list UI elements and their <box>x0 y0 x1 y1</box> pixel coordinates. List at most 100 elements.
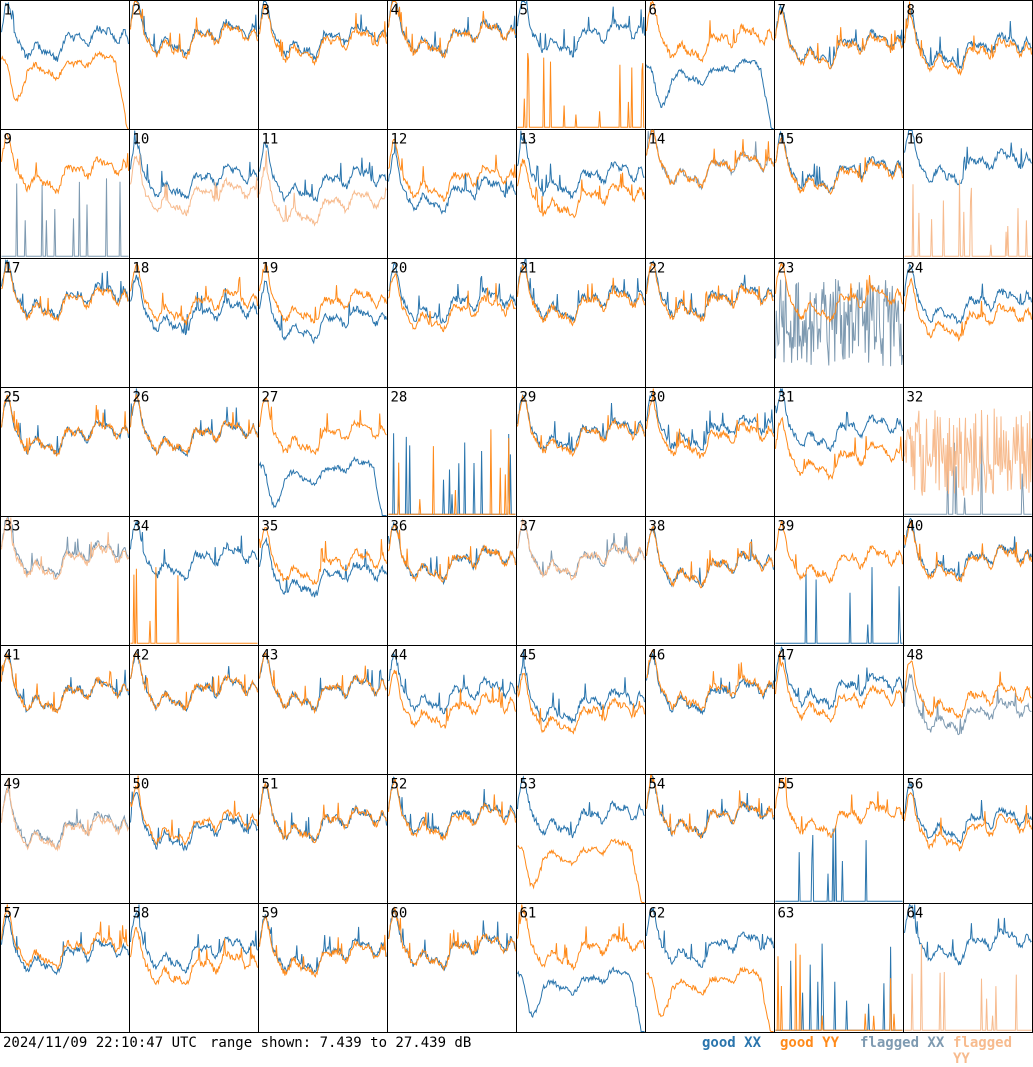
tile-frame <box>516 774 646 904</box>
series-good-xx <box>904 782 1032 845</box>
tile-label: 23 <box>778 261 795 277</box>
series-good-xx <box>259 914 387 975</box>
series-flagged-yy <box>904 408 1032 496</box>
tile-45: 45 <box>516 645 646 775</box>
series-good-yy <box>646 0 774 63</box>
series-good-yy <box>646 129 774 189</box>
series-good-yy <box>130 567 258 644</box>
tile-label: 47 <box>778 648 795 664</box>
tile-13: 13 <box>516 129 646 259</box>
series-good-yy <box>388 669 516 729</box>
tile-label: 31 <box>778 390 795 406</box>
series-good-xx <box>130 791 258 852</box>
series-good-xx <box>775 3 903 70</box>
tile-frame <box>387 774 517 904</box>
tile-29: 29 <box>516 387 646 517</box>
tile-label: 35 <box>262 519 279 535</box>
tile-frame <box>129 645 259 775</box>
series-good-xx <box>388 651 516 715</box>
tile-label: 19 <box>262 261 279 277</box>
legend-good-yy: good YY <box>780 1035 840 1051</box>
tile-label: 11 <box>262 132 279 148</box>
tile-frame <box>516 258 646 388</box>
series-good-xx <box>646 391 774 451</box>
tile-label: 27 <box>262 390 279 406</box>
tile-39: 39 <box>774 516 904 646</box>
tile-frame <box>516 645 646 775</box>
tile-9: 9 <box>0 129 130 259</box>
tile-31: 31 <box>774 387 904 517</box>
tile-55: 55 <box>774 774 904 904</box>
tile-frame <box>0 774 130 904</box>
tile-label: 17 <box>4 261 21 277</box>
tile-frame <box>387 903 517 1033</box>
series-good-xx <box>904 9 1032 70</box>
series-flagged-xx <box>904 673 1032 736</box>
series-good-xx <box>646 907 774 968</box>
tile-frame <box>645 258 775 388</box>
tile-36: 36 <box>387 516 517 646</box>
series-good-yy <box>517 904 645 971</box>
tile-label: 49 <box>4 777 21 793</box>
series-good-xx <box>775 646 903 710</box>
series-good-yy <box>388 522 516 583</box>
tile-frame <box>387 645 517 775</box>
tile-frame <box>903 258 1033 388</box>
series-good-yy <box>259 527 387 585</box>
tile-label: 45 <box>520 648 537 664</box>
tile-frame <box>774 0 904 130</box>
series-good-yy <box>646 525 774 589</box>
series-good-yy <box>517 838 645 903</box>
series-good-yy <box>259 652 387 715</box>
series-good-yy <box>775 137 903 195</box>
tile-frame <box>774 516 904 646</box>
series-good-xx <box>904 903 1032 966</box>
series-good-yy <box>130 651 258 712</box>
tile-40: 40 <box>903 516 1033 646</box>
tile-frame <box>774 387 904 517</box>
series-good-yy <box>904 792 1032 852</box>
tile-label: 26 <box>133 390 150 406</box>
series-good-yy <box>775 943 903 1031</box>
tile-52: 52 <box>387 774 517 904</box>
tile-frame <box>258 903 388 1033</box>
series-good-xx <box>904 130 1032 186</box>
tile-19: 19 <box>258 258 388 388</box>
series-good-yy <box>388 429 516 515</box>
timestamp: 2024/11/09 22:10:47 UTC <box>3 1035 197 1051</box>
tile-54: 54 <box>645 774 775 904</box>
tile-label: 53 <box>520 777 537 793</box>
tile-label: 4 <box>391 3 399 19</box>
tile-51: 51 <box>258 774 388 904</box>
tile-34: 34 <box>129 516 259 646</box>
tile-label: 44 <box>391 648 408 664</box>
tile-label: 48 <box>907 648 924 664</box>
tile-label: 10 <box>133 132 150 148</box>
tile-label: 36 <box>391 519 408 535</box>
series-good-yy <box>646 388 774 459</box>
tile-label: 59 <box>262 906 279 922</box>
tile-48: 48 <box>903 645 1033 775</box>
tile-label: 6 <box>649 3 657 19</box>
tile-33: 33 <box>0 516 130 646</box>
tile-4: 4 <box>387 0 517 130</box>
footer-bar: 2024/11/09 22:10:47 UTC range shown: 7.4… <box>0 1034 1033 1067</box>
tile-label: 46 <box>649 648 666 664</box>
tile-label: 39 <box>778 519 795 535</box>
series-good-xx <box>517 775 645 839</box>
tile-label: 38 <box>649 519 666 535</box>
tile-label: 57 <box>4 906 21 922</box>
tile-2: 2 <box>129 0 259 130</box>
tile-label: 58 <box>133 906 150 922</box>
tile-frame <box>0 129 130 259</box>
series-good-yy <box>1 261 129 322</box>
series-good-yy <box>517 264 645 327</box>
tile-label: 28 <box>391 390 408 406</box>
series-good-xx <box>775 130 903 194</box>
series-flagged-yy <box>517 518 645 581</box>
tile-62: 62 <box>645 903 775 1033</box>
series-good-yy <box>259 261 387 324</box>
tile-frame <box>129 387 259 517</box>
tile-frame <box>258 645 388 775</box>
series-good-xx <box>388 261 516 324</box>
